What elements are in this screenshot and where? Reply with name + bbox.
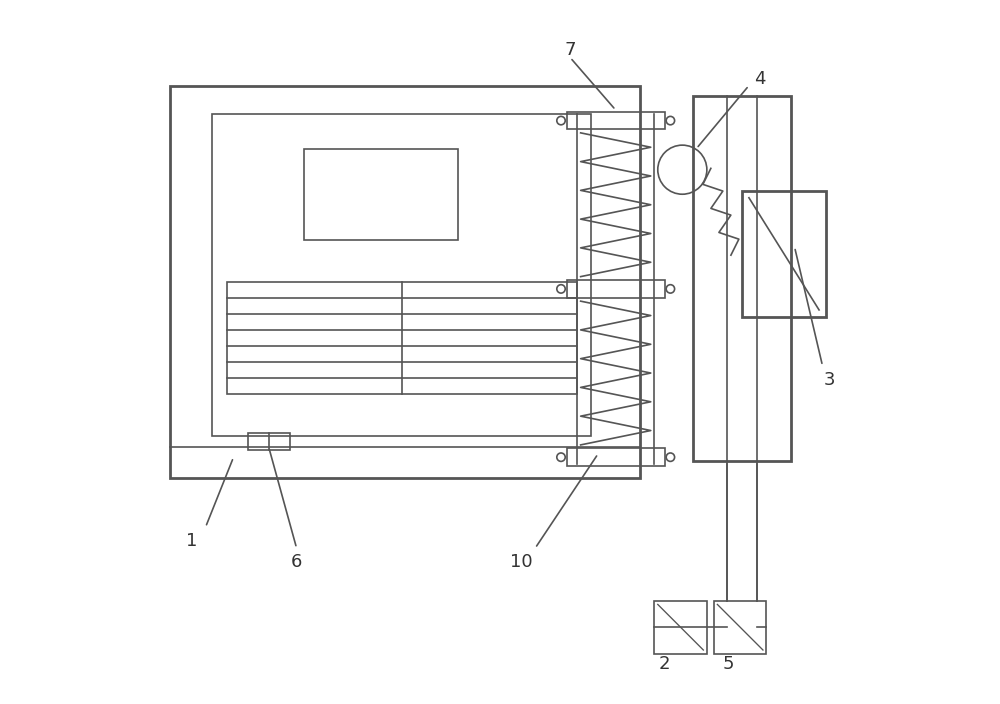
Bar	[567, 112, 665, 130]
Text: 3: 3	[824, 371, 835, 389]
Bar	[714, 601, 766, 653]
Text: 4: 4	[754, 70, 765, 87]
Text: 1: 1	[186, 532, 197, 551]
Text: 7: 7	[564, 42, 576, 59]
Text: 5: 5	[722, 655, 734, 673]
Bar	[227, 282, 577, 394]
Text: 10: 10	[510, 553, 532, 572]
Bar	[693, 96, 791, 460]
Bar	[654, 601, 707, 653]
Bar	[742, 191, 826, 317]
Bar	[304, 149, 458, 240]
Bar	[567, 280, 665, 298]
Text: 2: 2	[659, 655, 671, 673]
Text: 6: 6	[291, 553, 302, 572]
Bar	[248, 433, 290, 450]
Bar	[212, 113, 591, 436]
Bar	[170, 85, 640, 478]
Bar	[567, 448, 665, 466]
